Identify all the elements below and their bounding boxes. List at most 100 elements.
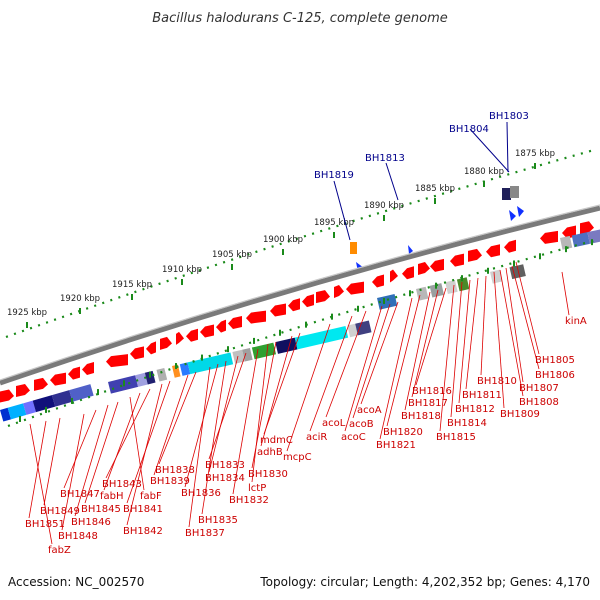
gene-label-lower: acoB xyxy=(349,419,374,430)
gene-arrow xyxy=(50,372,66,386)
gene-arrow xyxy=(176,331,184,345)
gene-arrow xyxy=(186,328,198,342)
leader-line xyxy=(105,388,151,479)
gene-label-lower: fabF xyxy=(140,491,162,502)
gene-arrow xyxy=(562,225,576,239)
gene-label-lower: BH1808 xyxy=(519,397,559,408)
gene-arrow xyxy=(418,262,430,276)
leader-line xyxy=(103,392,141,491)
gene-label-lower: BH1847 xyxy=(60,489,100,500)
gene-label-lower: BH1812 xyxy=(455,404,495,415)
leader-line xyxy=(251,343,269,483)
leader-line xyxy=(43,417,61,506)
leader-line xyxy=(188,366,211,528)
gene-arrow xyxy=(540,230,558,244)
kbp-label: 1925 kbp xyxy=(7,308,47,318)
gene-label-lower: BH1830 xyxy=(248,469,288,480)
gene-label-upper: BH1819 xyxy=(314,170,354,181)
leader-line xyxy=(439,284,455,432)
leader-line xyxy=(450,281,463,418)
gene-label-lower: BH1806 xyxy=(535,370,575,381)
leader-line xyxy=(208,352,247,460)
gene-arrow xyxy=(146,341,156,355)
gene-arrow xyxy=(82,361,94,375)
gene-label-lower: BH1834 xyxy=(205,473,245,484)
gene-label-lower: BH1833 xyxy=(205,460,245,471)
gene-arrow xyxy=(402,266,414,280)
kbp-label: 1905 kbp xyxy=(212,250,252,260)
kbp-label: 1880 kbp xyxy=(464,167,504,177)
gene-label-lower: BH1832 xyxy=(229,495,269,506)
upper-leader-lines xyxy=(333,121,510,241)
gene-label-lower: acoL xyxy=(322,418,346,429)
leader-line xyxy=(561,271,570,316)
leader-line xyxy=(126,380,171,504)
gene-arrow xyxy=(288,298,300,312)
gene-label-lower: BH1842 xyxy=(123,526,163,537)
leader-line xyxy=(458,279,471,404)
gene-arrow xyxy=(316,290,330,304)
leader-line xyxy=(63,409,97,489)
gene-label-lower: BH1816 xyxy=(412,386,452,397)
gene-label-lower: fabZ xyxy=(48,545,71,556)
gene-arrow-lane xyxy=(0,221,594,403)
kbp-label: 1875 kbp xyxy=(515,149,555,159)
genome-summary-text: Topology: circular; Length: 4,202,352 bp… xyxy=(259,575,590,589)
leader-line xyxy=(184,363,219,488)
kbp-label: 1910 kbp xyxy=(162,265,202,275)
kbp-label: 1900 kbp xyxy=(263,235,303,245)
leader-line xyxy=(515,261,540,355)
gene-label-upper: BH1804 xyxy=(449,124,489,135)
gene-arrow xyxy=(450,253,464,267)
chromosome-backbone xyxy=(0,205,600,386)
leader-line xyxy=(352,303,391,419)
gene-label-lower: lctP xyxy=(248,483,266,494)
gene-arrow xyxy=(106,354,128,368)
gene-arrow xyxy=(302,294,314,308)
gene-arrow xyxy=(34,377,48,391)
gene-arrow xyxy=(390,269,398,283)
leader-line xyxy=(61,413,85,531)
gene-label-lower: BH1836 xyxy=(181,488,221,499)
leader-line xyxy=(505,267,524,383)
leader-line xyxy=(260,335,293,447)
leader-line xyxy=(74,404,109,517)
gene-label-lower: BH1821 xyxy=(376,440,416,451)
gene-label-lower: BH1820 xyxy=(383,427,423,438)
kbp-scale-ticks xyxy=(26,163,536,328)
gene-label-lower: BH1839 xyxy=(150,476,190,487)
leader-line xyxy=(480,275,487,376)
leader-line xyxy=(129,396,145,491)
leader-line xyxy=(309,315,353,432)
gene-label-lower: BH1805 xyxy=(535,355,575,366)
gene-arrow xyxy=(0,389,14,403)
kbp-label: 1920 kbp xyxy=(60,294,100,304)
gene-label-lower: BH1848 xyxy=(58,531,98,542)
kbp-label: 1915 kbp xyxy=(112,280,152,290)
gene-arrow xyxy=(346,281,364,295)
gene-label-lower: BH1838 xyxy=(155,465,195,476)
leader-line xyxy=(493,271,505,409)
gene-arrow xyxy=(200,324,214,338)
gene-arrow xyxy=(160,336,172,350)
gene-label-lower: mdmC xyxy=(260,435,293,446)
gene-arrow xyxy=(486,244,500,258)
leader-line xyxy=(232,348,259,495)
gene-arrow xyxy=(430,258,444,272)
gene-label-upper: BH1813 xyxy=(365,153,405,164)
gene-label-lower: adhB xyxy=(257,447,283,458)
genome-title: Bacillus halodurans C-125, complete geno… xyxy=(152,11,448,26)
lower-scale-line xyxy=(7,238,597,428)
leader-line xyxy=(499,269,524,397)
gene-label-lower: BH1814 xyxy=(447,418,487,429)
leader-line xyxy=(153,374,189,476)
gene-label-lower: BH1809 xyxy=(500,409,540,420)
leader-line xyxy=(379,297,413,440)
gene-arrow xyxy=(130,346,144,360)
leader-line xyxy=(126,383,163,526)
gene-label-lower: BH1835 xyxy=(198,515,238,526)
leader-line xyxy=(158,371,197,465)
gene-arrow xyxy=(270,303,286,317)
gene-label-lower: BH1843 xyxy=(102,479,142,490)
